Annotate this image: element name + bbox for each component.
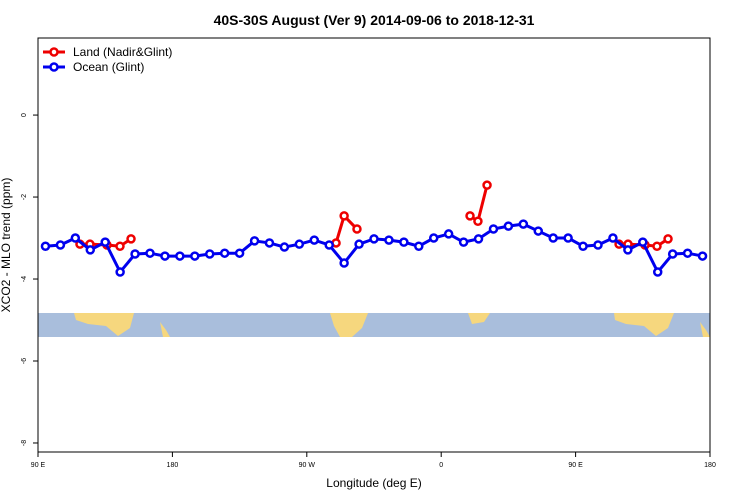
point (339, 211, 349, 221)
point (458, 237, 469, 247)
south-america (330, 313, 368, 337)
legend-marker (49, 47, 59, 57)
point (160, 251, 170, 261)
point (352, 224, 362, 234)
point (40, 241, 51, 251)
point (145, 248, 155, 258)
legend-label: Land (Nadir&Glint) (73, 45, 172, 59)
point (482, 180, 492, 190)
point (638, 237, 648, 247)
x-tick-label: 0 (439, 462, 443, 469)
new-zealand (160, 322, 170, 337)
point (234, 248, 245, 258)
new-zealand (700, 322, 710, 337)
point (663, 234, 673, 244)
point (369, 234, 379, 244)
y-tick-label: -6 (21, 358, 28, 364)
point (593, 240, 603, 250)
point (533, 226, 544, 236)
point (682, 248, 693, 258)
series-line (45, 222, 703, 275)
point (518, 219, 529, 229)
y-axis-label: XCO2 - MLO trend (ppm) (0, 178, 13, 313)
legend-label: Ocean (Glint) (73, 60, 144, 74)
australia (614, 313, 674, 336)
point (130, 249, 140, 259)
point (503, 221, 514, 231)
point (578, 241, 588, 251)
y-tick-label: -4 (21, 276, 28, 282)
point (563, 233, 573, 243)
point (219, 248, 230, 258)
point (414, 241, 424, 251)
point (126, 234, 136, 244)
point (399, 237, 409, 247)
point (473, 216, 483, 226)
x-tick-label: 90 E (31, 462, 46, 469)
y-tick-label: -2 (21, 194, 28, 200)
australia (74, 313, 134, 336)
chart-title: 40S-30S August (Ver 9) 2014-09-06 to 201… (214, 12, 535, 28)
point (204, 249, 215, 259)
point (100, 237, 110, 247)
x-tick-label: 180 (167, 462, 179, 469)
plot-frame (37, 37, 711, 453)
point (115, 241, 125, 251)
y-tick-label: -8 (21, 440, 28, 446)
point (623, 245, 633, 255)
point (652, 267, 663, 277)
point (488, 224, 499, 234)
legend-marker (49, 62, 59, 72)
point (294, 239, 305, 249)
x-axis-label: Longitude (deg E) (326, 476, 421, 490)
point (85, 245, 96, 255)
point (339, 258, 349, 268)
point (309, 235, 320, 245)
point (697, 251, 708, 261)
map-strip (38, 313, 710, 337)
point (249, 236, 260, 246)
point (70, 233, 81, 243)
point (175, 251, 185, 261)
point (652, 241, 662, 251)
point (608, 233, 618, 243)
point (443, 229, 454, 239)
point (190, 251, 200, 261)
x-tick-label: 180 (704, 462, 716, 469)
ocean-background (38, 313, 710, 337)
x-tick-label: 90 E (568, 462, 583, 469)
x-tick-label: 90 W (299, 462, 316, 469)
point (324, 240, 334, 250)
point (465, 211, 475, 221)
point (354, 239, 364, 249)
point (384, 235, 394, 245)
point (264, 238, 275, 248)
point (473, 234, 484, 244)
africa (468, 313, 490, 324)
point (115, 267, 125, 277)
point (667, 249, 678, 259)
point (548, 233, 558, 243)
y-tick-label: 0 (21, 113, 28, 117)
point (55, 240, 66, 250)
point (428, 233, 439, 243)
point (279, 242, 290, 252)
